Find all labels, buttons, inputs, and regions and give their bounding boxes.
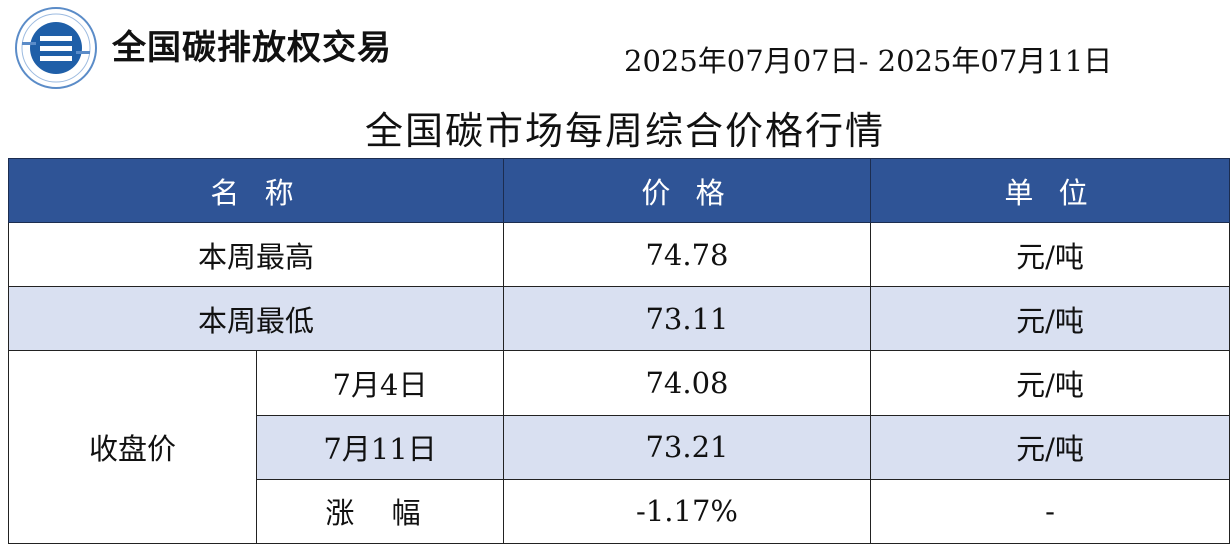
close-price-label: 收盘价 xyxy=(8,350,257,544)
table-row: 收盘价 7月4日 74.08 元/吨 xyxy=(8,350,1230,544)
change-label: 涨 幅 xyxy=(256,478,504,545)
change-value: -1.17% xyxy=(503,478,871,545)
week-low-price: 73.11 xyxy=(503,286,871,352)
table-row: 7月11日 73.21 元/吨 xyxy=(9,414,1230,480)
week-low-label: 本周最低 xyxy=(8,286,504,352)
close-price-1: 74.08 xyxy=(503,350,871,416)
header-name: 名 称 xyxy=(8,158,504,223)
date-range: 2025年07月07日- 2025年07月11日 xyxy=(624,44,1113,78)
brand-name: 全国碳排放权交易 xyxy=(112,28,392,68)
close-date-1: 7月4日 xyxy=(256,350,504,416)
table-header-row: 名 称 价 格 单 位 xyxy=(8,158,1230,223)
exchange-logo-icon xyxy=(15,7,97,89)
table-row: 本周最高 74.78 元/吨 xyxy=(8,221,1230,288)
header-price: 价 格 xyxy=(503,158,871,223)
close-date-2: 7月11日 xyxy=(256,414,504,480)
change-unit: - xyxy=(870,478,1230,545)
week-low-unit: 元/吨 xyxy=(870,286,1230,352)
price-table: 名 称 价 格 单 位 本周最高 74.78 元/吨 本周最低 73.11 元/… xyxy=(8,158,1230,545)
table-row: 涨 幅 -1.17% - xyxy=(9,478,1230,545)
week-high-price: 74.78 xyxy=(503,221,871,288)
close-price-2: 73.21 xyxy=(503,414,871,480)
week-high-unit: 元/吨 xyxy=(870,221,1230,288)
close-unit-1: 元/吨 xyxy=(870,350,1230,416)
page-title: 全国碳市场每周综合价格行情 xyxy=(364,109,885,153)
close-unit-2: 元/吨 xyxy=(870,414,1230,480)
table-row: 本周最低 73.11 元/吨 xyxy=(8,286,1230,352)
header-unit: 单 位 xyxy=(870,158,1230,223)
week-high-label: 本周最高 xyxy=(8,221,504,288)
